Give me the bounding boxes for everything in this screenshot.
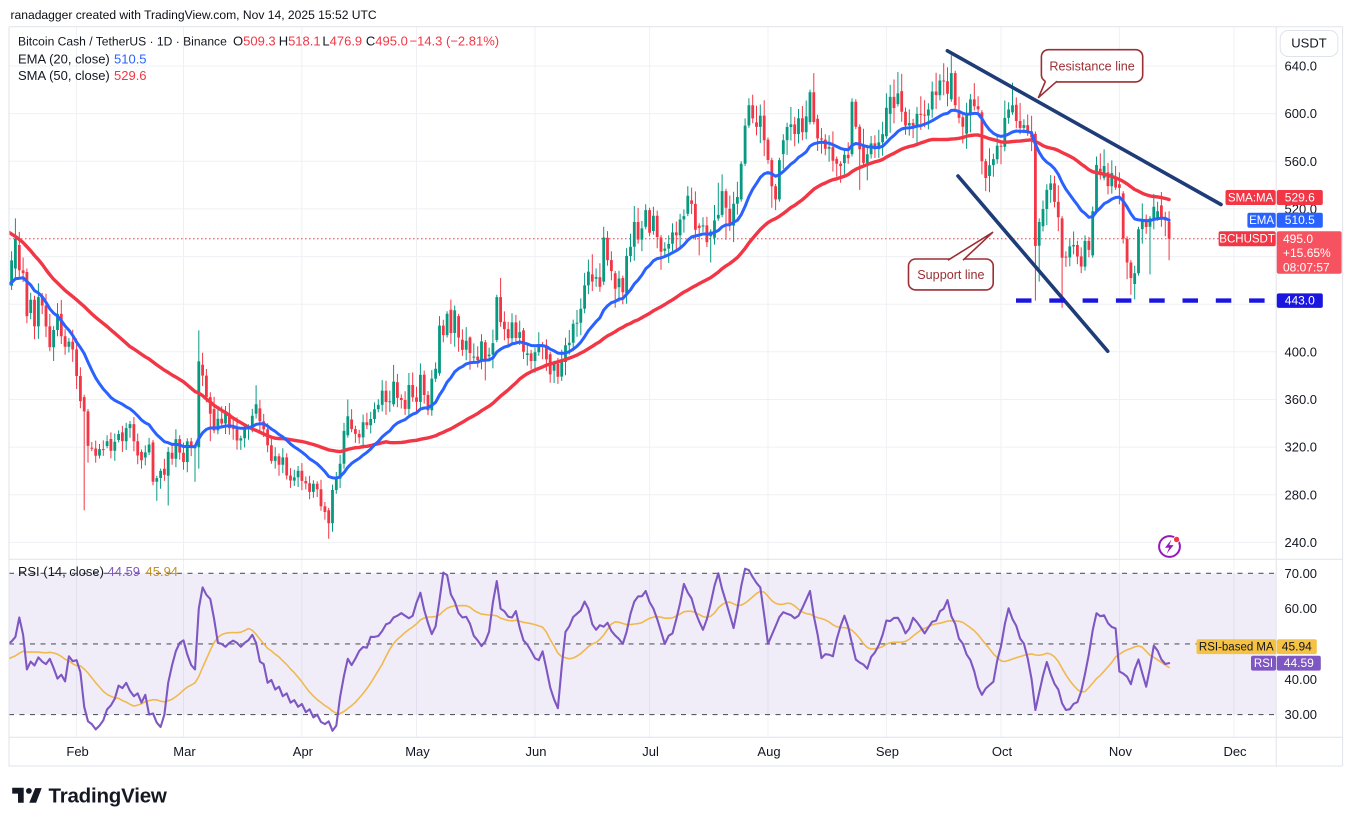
svg-text:60.00: 60.00	[1285, 601, 1318, 616]
svg-text:510.5: 510.5	[114, 52, 147, 67]
svg-text:360.0: 360.0	[1285, 392, 1318, 407]
svg-text:Feb: Feb	[66, 744, 88, 759]
svg-text:EMA: EMA	[1249, 215, 1274, 227]
svg-text:Mar: Mar	[173, 744, 196, 759]
svg-text:Apr: Apr	[293, 744, 314, 759]
svg-text:08:07:57: 08:07:57	[1283, 260, 1330, 274]
svg-text:Nov: Nov	[1109, 744, 1133, 759]
svg-text:44.59: 44.59	[1284, 656, 1314, 670]
svg-text:RSI (14, close): RSI (14, close)	[18, 564, 104, 579]
svg-text:240.0: 240.0	[1285, 535, 1318, 550]
svg-text:70.00: 70.00	[1285, 566, 1318, 581]
svg-text:560.0: 560.0	[1285, 154, 1318, 169]
svg-text:280.0: 280.0	[1285, 487, 1318, 502]
svg-text:443.0: 443.0	[1285, 294, 1315, 308]
svg-text:30.00: 30.00	[1285, 707, 1318, 722]
svg-text:+15.65%: +15.65%	[1283, 246, 1331, 260]
svg-text:600.0: 600.0	[1285, 106, 1318, 121]
svg-text:529.6: 529.6	[114, 68, 147, 83]
svg-text:Oct: Oct	[992, 744, 1013, 759]
svg-text:May: May	[405, 744, 430, 759]
svg-text:Support line: Support line	[917, 268, 984, 282]
svg-text:45.94: 45.94	[1282, 640, 1312, 654]
svg-text:TradingView: TradingView	[49, 784, 167, 807]
svg-text:SMA:MA: SMA:MA	[1228, 193, 1274, 205]
svg-text:520.0: 520.0	[1285, 201, 1318, 216]
svg-text:EMA (20, close): EMA (20, close)	[18, 52, 110, 67]
svg-text:40.00: 40.00	[1285, 672, 1318, 687]
svg-text:Dec: Dec	[1223, 744, 1247, 759]
svg-text:495.0: 495.0	[1283, 232, 1313, 246]
svg-text:ranadagger created with Tradin: ranadagger created with TradingView.com,…	[11, 8, 377, 22]
svg-text:SMA (50, close): SMA (50, close)	[18, 68, 110, 83]
svg-text:Jul: Jul	[642, 744, 659, 759]
svg-text:510.5: 510.5	[1285, 213, 1315, 227]
svg-text:USDT: USDT	[1291, 36, 1326, 51]
svg-text:Sep: Sep	[876, 744, 899, 759]
svg-text:RSI-based MA: RSI-based MA	[1199, 642, 1274, 654]
svg-text:Bitcoin Cash / TetherUS · 1D ·: Bitcoin Cash / TetherUS · 1D · Binance	[18, 35, 227, 49]
svg-text:400.0: 400.0	[1285, 344, 1318, 359]
svg-text:Aug: Aug	[757, 744, 780, 759]
svg-text:RSI: RSI	[1254, 658, 1273, 670]
svg-text:BCHUSDT: BCHUSDT	[1219, 234, 1275, 246]
svg-text:640.0: 640.0	[1285, 59, 1318, 74]
svg-text:44.59: 44.59	[108, 564, 141, 579]
svg-text:Resistance line: Resistance line	[1049, 59, 1134, 73]
svg-text:Jun: Jun	[526, 744, 547, 759]
svg-text:529.6: 529.6	[1285, 191, 1315, 205]
svg-text:45.94: 45.94	[146, 564, 179, 579]
svg-text:320.0: 320.0	[1285, 440, 1318, 455]
